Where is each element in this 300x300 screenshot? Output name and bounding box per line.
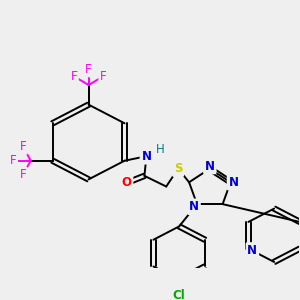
Text: F: F [10,154,16,167]
Text: F: F [20,168,26,182]
Text: N: N [141,150,152,163]
Text: F: F [70,70,77,83]
Text: F: F [100,70,107,83]
Text: F: F [20,140,26,153]
Text: N: N [248,244,257,257]
Text: H: H [156,142,165,156]
Text: N: N [205,160,215,172]
Text: N: N [229,176,238,189]
Text: N: N [189,200,199,213]
Text: Cl: Cl [173,289,185,300]
Text: O: O [122,176,132,190]
Text: S: S [174,162,182,175]
Text: F: F [85,62,92,76]
